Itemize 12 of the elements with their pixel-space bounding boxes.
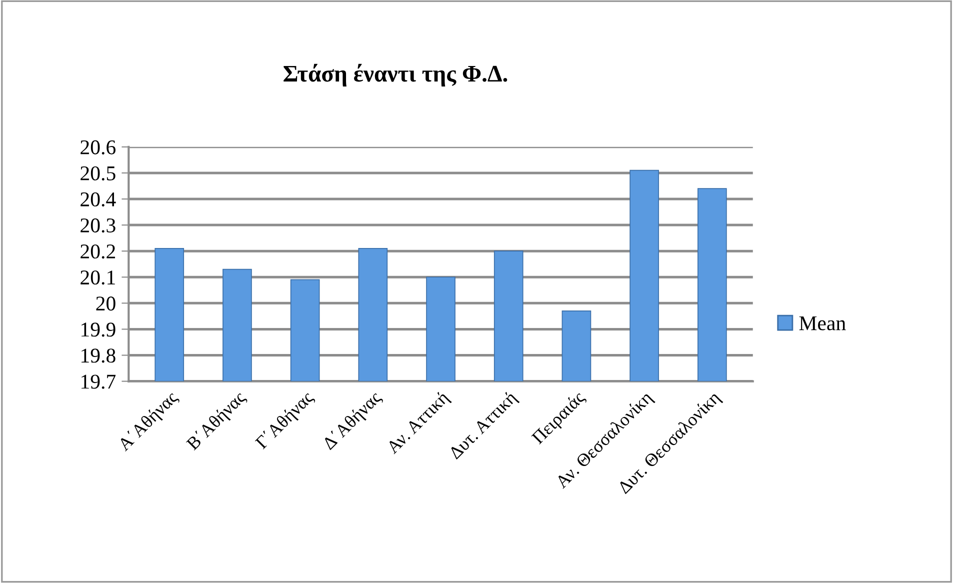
- y-tick-label: 20.3: [80, 218, 116, 233]
- y-tick-label: 20.5: [80, 166, 116, 180]
- legend-label: Mean: [799, 316, 846, 330]
- y-tick-label: 19.8: [82, 348, 116, 363]
- chart-title: Στάση έναντι της Φ.Δ.: [284, 64, 508, 86]
- y-tick-label: 20.4: [80, 192, 116, 207]
- y-tick-label: 20: [96, 296, 116, 311]
- y-tick-label: 19.7: [82, 374, 116, 389]
- y-tick-label: 20.2: [80, 244, 116, 259]
- y-tick-label: 19.9: [82, 322, 116, 337]
- y-tick-label: 20.6: [80, 140, 116, 154]
- y-tick-label: 20.1: [80, 270, 115, 285]
